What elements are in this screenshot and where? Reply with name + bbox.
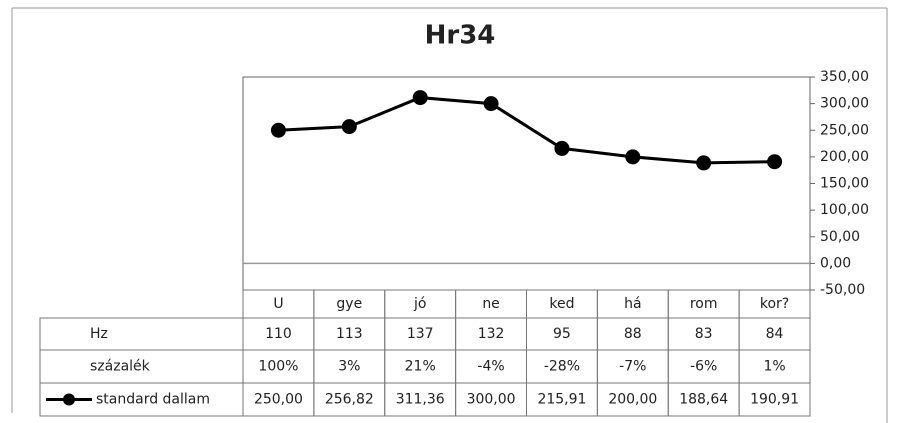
table-value: 100% [258,359,298,375]
data-point [270,122,286,138]
legend-label: standard dallam [96,392,210,408]
x-tick-label: jó [413,296,426,312]
row-label: Hz [90,326,108,342]
y-tick-label: 50,00 [820,229,860,245]
table-value: 83 [695,326,713,342]
table-value: 1% [763,359,785,375]
x-tick-label: kor? [760,296,789,312]
x-tick-label: gye [336,296,362,312]
table-value: 88 [624,326,642,342]
y-tick-label: 150,00 [820,176,869,192]
data-point [696,155,712,171]
x-tick-label: rom [690,296,718,312]
table-value: 215,91 [537,392,586,408]
y-tick-label: 200,00 [820,149,869,165]
y-tick-label: 350,00 [820,69,869,85]
data-point [341,119,357,135]
y-tick-label: 300,00 [820,96,869,112]
table-value: 137 [407,326,434,342]
row-label: százalék [90,359,151,375]
table-value: 190,91 [750,392,799,408]
x-tick-label: ked [549,296,574,312]
table-value: 113 [336,326,363,342]
series-line [278,96,775,165]
y-tick-label: 250,00 [820,122,869,138]
y-tick-label: -50,00 [820,282,865,298]
table-value: 311,36 [396,392,445,408]
legend-marker [63,393,75,406]
table-value: 95 [553,326,571,342]
table-cell [738,382,811,417]
table-value: -7% [619,359,646,375]
table-value: 84 [766,326,784,342]
table-value: 300,00 [467,392,516,408]
table-value: 200,00 [608,392,657,408]
y-tick-label: 100,00 [820,202,869,218]
data-point [412,90,428,106]
table-value: -28% [544,359,580,375]
x-tick-label: há [624,296,641,312]
table-value: 21% [405,359,436,375]
y-tick-label: 0,00 [820,255,851,271]
table-value: -4% [477,359,504,375]
table-value: 250,00 [254,392,303,408]
x-tick-label: ne [482,296,500,312]
data-point [483,96,499,112]
data-point [554,140,570,156]
table-value: 256,82 [325,392,374,408]
data-point [625,149,641,165]
x-tick-label: U [273,296,283,312]
table-value: 110 [265,326,292,342]
table-value: 188,64 [679,392,728,408]
data-point [767,154,783,170]
table-value: -6% [690,359,717,375]
table-value: 132 [478,326,505,342]
table-value: 3% [338,359,360,375]
chart-title: Hr34 [425,21,496,51]
